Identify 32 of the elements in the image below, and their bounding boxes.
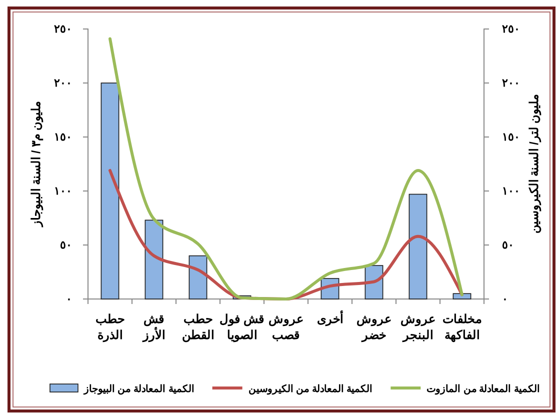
bar xyxy=(100,82,120,300)
bar xyxy=(188,255,208,300)
y2-tick-label: ٢٥٠ xyxy=(502,24,520,36)
x-tick-label: عروش قصب xyxy=(268,312,304,342)
y2-tick-label: ٢٠٠ xyxy=(502,78,520,90)
y2-tick-label: ١٥٠ xyxy=(502,132,520,144)
y-tick-label: ٢٠٠ xyxy=(54,78,72,90)
x-tick-label: عروش خضر xyxy=(356,312,392,343)
y2-tick-label: ٠ xyxy=(502,294,508,306)
bar xyxy=(144,220,164,300)
y2-tick-label: ١٠٠ xyxy=(502,186,520,198)
y-tick-label: ٠ xyxy=(66,294,72,306)
x-tick-label: مخلفات الفاكهة xyxy=(442,312,482,343)
x-tick-label: أخرى xyxy=(317,311,343,327)
line-series xyxy=(108,37,464,300)
x-tick-label: حطب القطن xyxy=(182,312,214,343)
y-tick-label: ٥٠ xyxy=(60,240,72,252)
y2-tick-label: ٥٠ xyxy=(502,240,514,252)
y-tick-label: ١٠٠ xyxy=(54,186,72,198)
y-tick-label: ١٥٠ xyxy=(54,132,72,144)
legend-label: الكمية المعادلة من البيوجاز xyxy=(82,384,194,395)
x-tick-label: حطب الذرة xyxy=(96,312,124,343)
y-tick-label: ٢٥٠ xyxy=(54,24,72,36)
bar xyxy=(452,293,472,300)
legend-label: الكمية المعادلة من الكيروسين xyxy=(248,384,373,395)
y2-axis-title: مليون لتر/ السنة الكيروسين xyxy=(527,94,542,234)
legend-label: الكمية المعادلة من المازوت xyxy=(426,384,540,395)
x-tick-label: قش الأرز xyxy=(142,312,165,343)
bar xyxy=(408,194,428,300)
x-tick-label: قش فول الصويا xyxy=(219,312,265,343)
x-tick-label: عروش البنجر xyxy=(400,312,436,343)
y-axis-title: مليون م٣ / السنة البيوجاز xyxy=(29,102,44,228)
